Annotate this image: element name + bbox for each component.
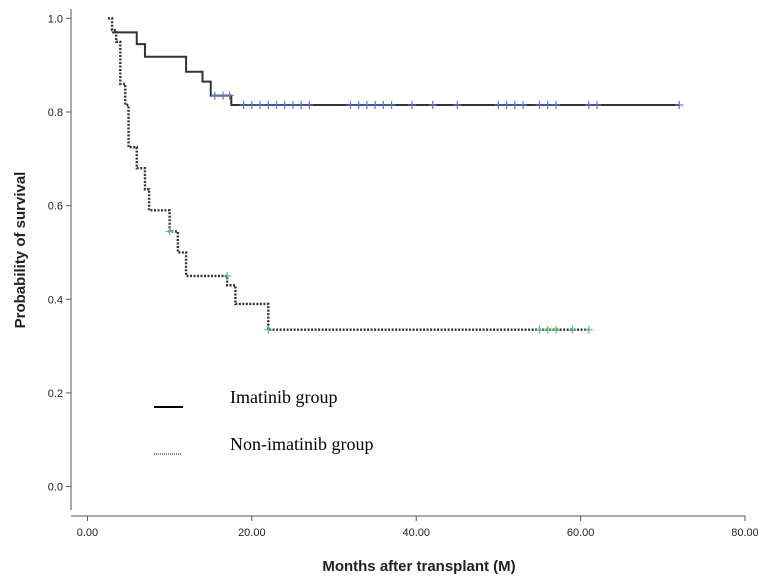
censor-marks <box>165 91 684 334</box>
censor-mark <box>551 100 560 109</box>
x-tick-label: 40.00 <box>402 527 430 539</box>
legend-label-imatinib: Imatinib group <box>230 387 337 407</box>
y-axis-title: Probability of survival <box>12 172 29 329</box>
x-tick-label: 0.00 <box>77 527 98 539</box>
censor-mark <box>408 100 417 109</box>
censor-mark <box>584 100 593 109</box>
x-tick-label: 80.00 <box>731 527 758 539</box>
censor-mark <box>305 100 314 109</box>
censor-mark <box>543 100 552 109</box>
censor-mark <box>453 100 462 109</box>
y-tick-label: 0.8 <box>48 107 63 119</box>
censor-mark <box>223 271 232 280</box>
censor-mark <box>272 100 281 109</box>
censor-mark <box>387 100 396 109</box>
censor-mark <box>502 100 511 109</box>
censor-mark <box>379 100 388 109</box>
censor-mark <box>247 100 256 109</box>
y-tick-label: 1.0 <box>48 13 63 25</box>
censor-mark <box>297 100 306 109</box>
censor-mark <box>264 100 273 109</box>
legend: Imatinib group Non-imatinib group <box>154 387 373 455</box>
censor-mark <box>543 325 552 334</box>
censor-mark <box>371 100 380 109</box>
censor-mark <box>280 100 289 109</box>
censor-mark <box>288 100 297 109</box>
series-layer <box>107 17 680 331</box>
censor-mark <box>494 100 503 109</box>
censor-mark <box>593 100 602 109</box>
y-tick-label: 0.0 <box>48 482 63 494</box>
censor-mark <box>165 227 174 236</box>
y-tick-label: 0.2 <box>48 388 63 400</box>
censor-mark <box>675 100 684 109</box>
censor-mark <box>362 100 371 109</box>
y-axis: 0.0 0.2 0.4 0.6 0.8 1.0 <box>48 9 72 510</box>
x-tick-label: 60.00 <box>567 527 595 539</box>
y-tick-label: 0.4 <box>48 294 63 306</box>
censor-mark <box>428 100 437 109</box>
y-tick-label: 0.6 <box>48 201 63 213</box>
censor-mark <box>535 100 544 109</box>
censor-mark <box>519 100 528 109</box>
censor-mark <box>239 100 248 109</box>
censor-mark <box>225 91 234 100</box>
censor-mark <box>264 325 273 334</box>
censor-mark <box>551 325 560 334</box>
x-axis: 0.00 20.00 40.00 60.00 80.00 <box>71 515 758 539</box>
censor-mark <box>256 100 265 109</box>
censor-mark <box>584 325 593 334</box>
censor-mark <box>210 91 219 100</box>
series-line-imatinib <box>112 31 680 106</box>
x-axis-title: Months after transplant (M) <box>322 558 515 575</box>
censor-mark <box>346 100 355 109</box>
censor-mark <box>354 100 363 109</box>
censor-mark <box>535 325 544 334</box>
censor-mark <box>510 100 519 109</box>
censor-mark <box>568 325 577 334</box>
x-tick-label: 20.00 <box>238 527 266 539</box>
legend-label-non-imatinib: Non-imatinib group <box>230 434 373 454</box>
series-line-non-imatinib <box>107 17 589 331</box>
